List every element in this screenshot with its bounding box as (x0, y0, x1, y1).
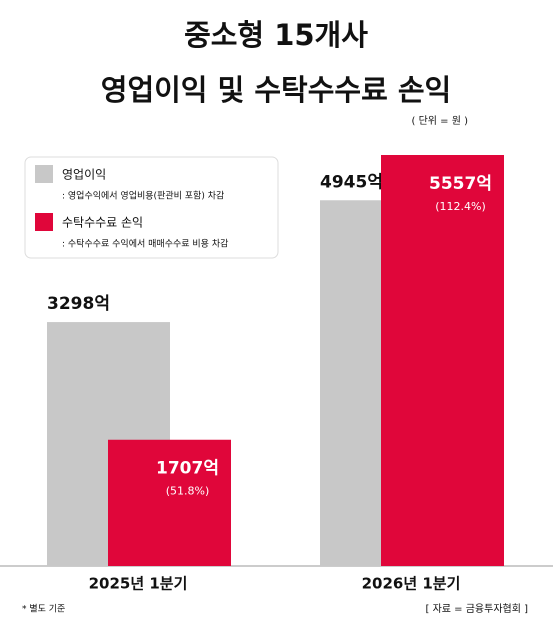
bar (381, 155, 504, 566)
ratio-label: (51.8%) (166, 485, 210, 498)
legend-description: : 수탁수수료 수익에서 매매수수료 비용 차감 (62, 238, 228, 250)
legend-swatch (35, 165, 53, 183)
chart-title: 중소형 15개사 (184, 18, 368, 52)
value-label: 1707억 (156, 459, 219, 479)
x-tick-label: 2026년 1분기 (362, 575, 461, 593)
value-label: 5557억 (429, 174, 492, 194)
legend-label: 수탁수수료 손익 (62, 216, 143, 230)
footnote: * 별도 기준 (22, 604, 65, 615)
ratio-label: (112.4%) (435, 200, 486, 213)
source: [ 자료 = 금융투자협회 ] (426, 602, 529, 615)
unit-note: ( 단위 = 원 ) (412, 114, 469, 127)
legend-box (24, 156, 279, 259)
value-label: 3298억 (47, 294, 110, 314)
legend-description: : 영업수익에서 영업비용(판관비 포함) 차감 (62, 190, 224, 202)
legend-swatch (35, 213, 53, 231)
x-tick-label: 2025년 1분기 (89, 575, 188, 593)
bar (108, 439, 231, 566)
value-label: 4945억 (320, 172, 383, 192)
chart-title: 영업이익 및 수탁수수료 손익 (101, 73, 451, 107)
legend-label: 영업이익 (62, 168, 106, 182)
